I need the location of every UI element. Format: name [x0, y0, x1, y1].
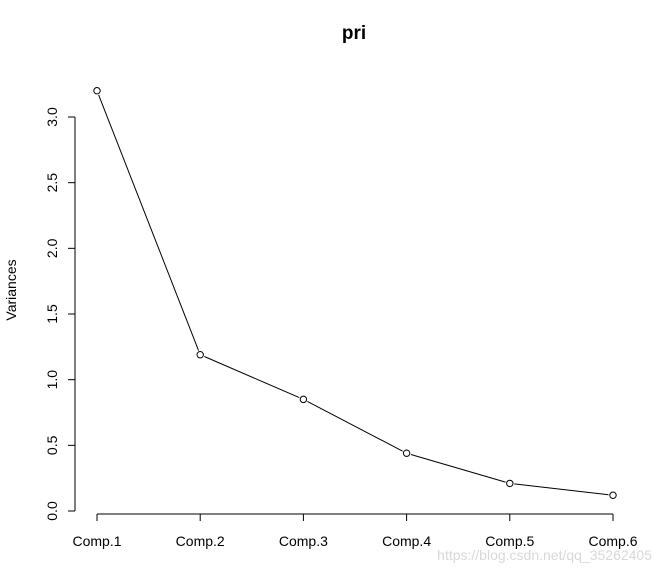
x-tick-label: Comp.3 — [279, 533, 328, 549]
data-point — [299, 395, 308, 404]
data-point — [609, 491, 617, 499]
x-tick-label: Comp.5 — [485, 533, 534, 549]
x-tick-label: Comp.4 — [382, 533, 431, 549]
data-point — [196, 351, 204, 359]
series-segment — [98, 94, 200, 351]
y-tick-label: 0.0 — [44, 501, 60, 521]
series-segment — [307, 401, 403, 452]
chart-title: pri — [342, 23, 366, 44]
x-tick-label: Comp.1 — [72, 533, 121, 549]
series-segment — [204, 356, 300, 399]
watermark-text: https://blog.csdn.net/qq_35262405 — [437, 547, 652, 563]
data-point — [402, 449, 411, 457]
x-tick-label: Comp.2 — [176, 533, 225, 549]
series-variances — [93, 87, 617, 499]
x-axis: Comp.1 Comp.2 Comp.3 Comp.4 Comp.5 Comp.6 — [72, 513, 638, 549]
data-point — [93, 87, 101, 95]
x-tick-label: Comp.6 — [588, 533, 637, 549]
y-tick-label: 2.0 — [44, 238, 60, 258]
y-tick-label: 3.0 — [44, 107, 60, 127]
y-axis: 0.0 0.5 1.0 1.5 2.0 2.5 3.0 — [44, 107, 76, 521]
y-tick-label: 1.5 — [44, 304, 60, 324]
data-point — [506, 479, 514, 488]
y-tick-label: 2.5 — [44, 173, 60, 193]
y-tick-label: 0.5 — [44, 435, 60, 455]
y-tick-label: 1.0 — [44, 370, 60, 390]
y-axis-label: Variances — [3, 259, 19, 320]
series-segment — [514, 483, 609, 496]
series-segment — [410, 453, 506, 483]
